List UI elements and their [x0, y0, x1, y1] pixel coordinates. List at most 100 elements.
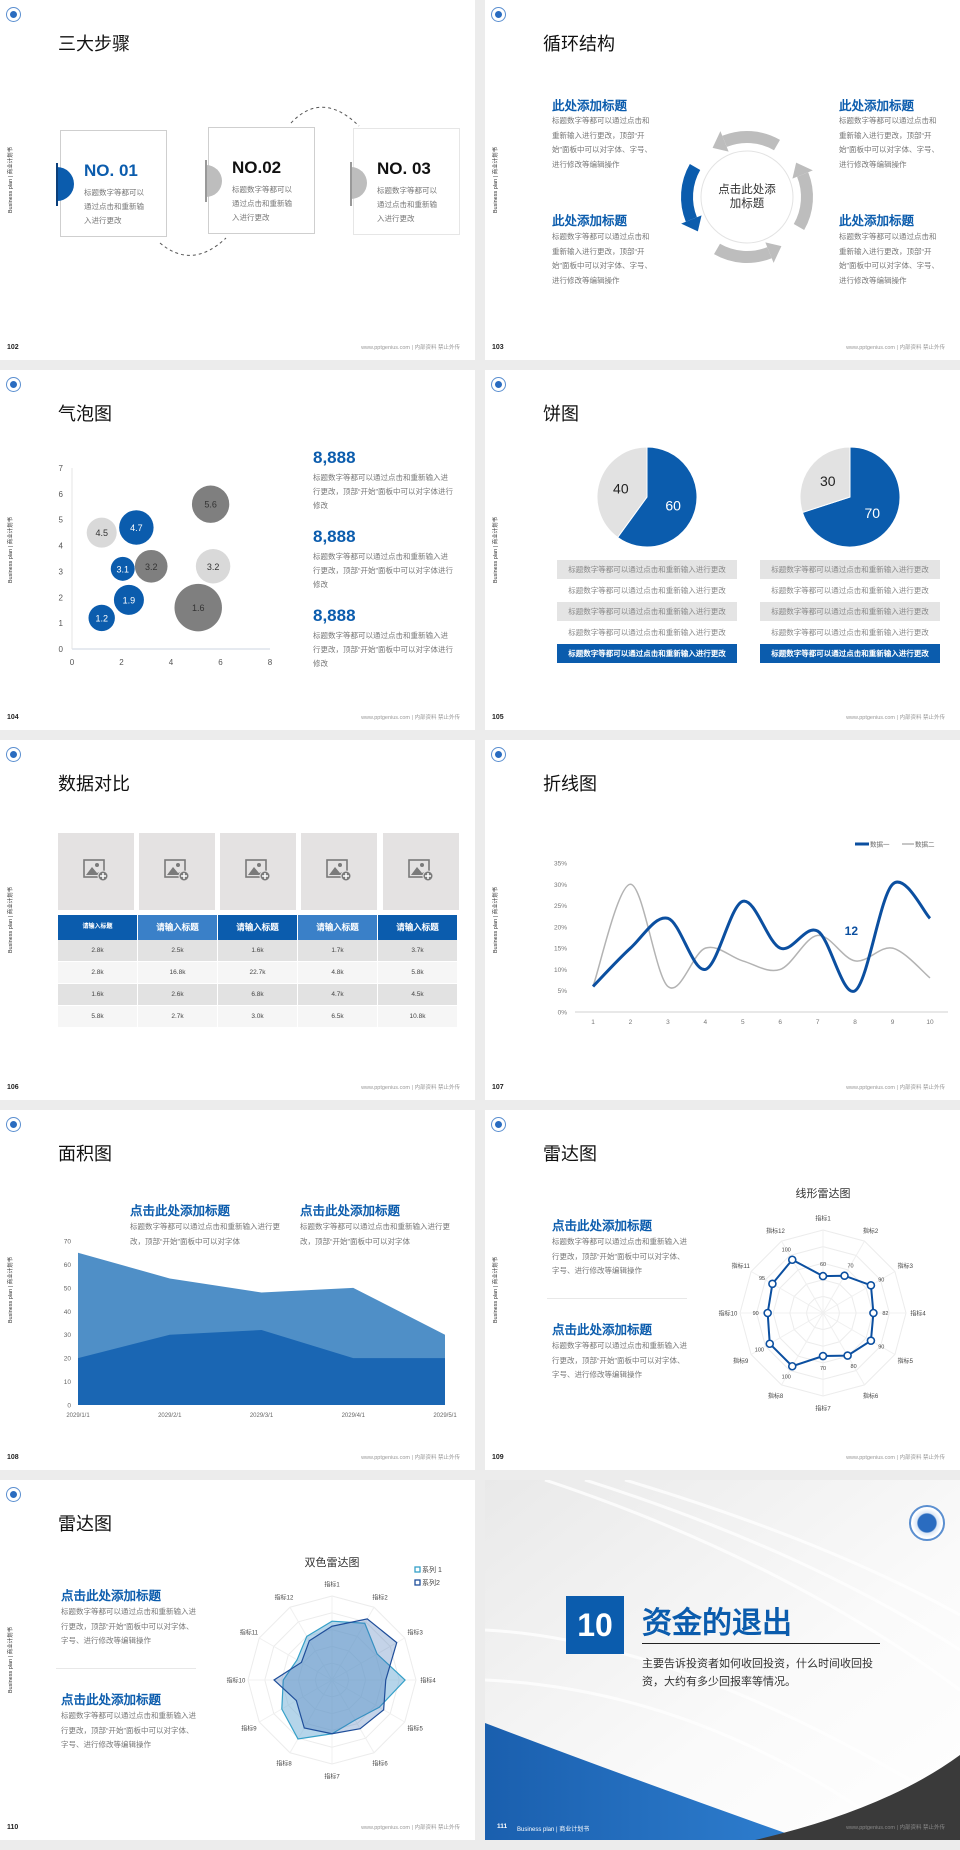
radar-axis-label: 指标8	[768, 1392, 784, 1400]
slide-111-section[interactable]: 10 资金的退出 主要告诉投资者如何收回投资，什么时间收回投资，大约有多少回报率…	[485, 1480, 960, 1840]
bubble	[191, 485, 230, 523]
pie-row: 标题数字等都可以通过点击和重新输入进行更改	[568, 628, 726, 637]
slide-102[interactable]: Business plan | 商业计划书 102 www.pptgenius.…	[0, 0, 475, 360]
step-number: NO. 01	[84, 161, 138, 180]
page-number: 110	[7, 1824, 19, 1831]
footer: www.pptgenius.com | 内部资料 禁止外传	[361, 1825, 460, 1831]
pie-charts: 60 40 70 30	[596, 446, 901, 548]
section-description: 主要告诉投资者如何收回投资，什么时间收回投资，大约有多少回报率等情况。	[642, 1658, 873, 1688]
page-number: 111	[497, 1823, 508, 1830]
bubble	[110, 556, 135, 581]
step-card: NO. 03 标题数字等都可以通过点击和重新输入进行更改	[353, 128, 460, 235]
area-series-1	[78, 1330, 445, 1405]
image-placeholder[interactable]	[383, 833, 459, 910]
dashed-arrow-icon	[290, 106, 360, 127]
section-title: 资金的退出	[642, 1607, 792, 1640]
block-heading: 点击此处添加标题	[552, 1219, 653, 1233]
y-tick-label: 10%	[554, 967, 567, 974]
slide-title: 面积图	[58, 1144, 112, 1164]
page-number: 103	[492, 344, 504, 351]
bubble-label: 4.5	[95, 528, 108, 538]
table-cell: 5.8k	[58, 1006, 138, 1028]
y-tick-label: 40	[64, 1309, 72, 1316]
y-tick-label: 7	[59, 464, 64, 473]
step-card: NO. 01 标题数字等都可以通过点击和重新输入进行更改	[60, 130, 167, 237]
slide-title: 三大步骤	[58, 34, 130, 54]
center-circle	[700, 150, 794, 244]
image-add-icon	[164, 859, 190, 882]
image-add-icon	[408, 859, 434, 882]
table-cell: 4.7k	[298, 984, 378, 1006]
slide-105[interactable]: Business plan | 商业计划书 105 www.pptgenius.…	[485, 370, 960, 730]
bubble	[119, 510, 154, 545]
block-text: 标题数字等都可以通过点击和重新输入进行更改，顶部“开始”面板中可以对字体、字号、…	[552, 1341, 687, 1379]
y-tick-label: 35%	[554, 861, 567, 868]
cycle-center-label: 点击此处添加标题	[718, 184, 776, 210]
y-tick-label: 30%	[554, 882, 567, 889]
image-placeholder[interactable]	[58, 833, 134, 910]
pie-row-highlight: 标题数字等都可以通过点击和重新输入进行更改	[760, 644, 940, 663]
table-cell: 1.6k	[218, 940, 298, 962]
bubble-label: 3.1	[116, 564, 129, 574]
block-heading: 点击此处添加标题	[130, 1204, 231, 1218]
slide-103[interactable]: Business plan | 商业计划书 103 www.pptgenius.…	[485, 0, 960, 360]
pie-slice	[596, 446, 648, 539]
radar-spoke	[822, 1312, 865, 1386]
radar-axis-label: 指标6	[372, 1760, 388, 1768]
block-heading: 此处添加标题	[552, 214, 628, 228]
footer: www.pptgenius.com | 内部资料 禁止外传	[361, 715, 460, 721]
slide-108[interactable]: Business plan | 商业计划书 108 www.pptgenius.…	[0, 1110, 475, 1470]
page-number: 106	[7, 1084, 19, 1091]
x-tick-label: 2029/2/1	[158, 1413, 182, 1419]
pie-label: 30	[820, 473, 836, 489]
series-line	[592, 883, 931, 989]
logo-icon	[6, 747, 21, 762]
image-placeholder[interactable]	[139, 833, 215, 910]
block-text: 标题数字等都可以通过点击和重新输入进行更改，顶部“开始”面板中可以对字体、字号、…	[839, 232, 939, 285]
logo-icon	[491, 377, 506, 392]
slide-title: 数据对比	[58, 774, 130, 794]
slide-106[interactable]: Business plan | 商业计划书 106 www.pptgenius.…	[0, 740, 475, 1100]
arrowhead-icon	[792, 162, 813, 179]
radar-axis-label: 指标2	[372, 1593, 388, 1601]
slide-109[interactable]: Business plan | 商业计划书 109 www.pptgenius.…	[485, 1110, 960, 1470]
y-tick-label: 25%	[554, 903, 567, 910]
slide-104[interactable]: Business plan | 商业计划书 104 www.pptgenius.…	[0, 370, 475, 730]
slide-110[interactable]: Business plan | 商业计划书 110 www.pptgenius.…	[0, 1480, 475, 1840]
page-number: 109	[492, 1454, 504, 1461]
radar-axis-label: 指标7	[324, 1773, 340, 1781]
radar-spoke	[781, 1312, 824, 1386]
radar-series-area	[273, 1618, 398, 1735]
radar-value-label: 82	[882, 1311, 888, 1317]
block-text: 标题数字等都可以通过点击和重新输入进行更改，顶部“开始”面板中可以对字体、字号、…	[61, 1607, 196, 1645]
x-tick-label: 4	[169, 658, 174, 667]
radar-axis-label: 指标11	[240, 1629, 259, 1637]
pie-row: 标题数字等都可以通过点击和重新输入进行更改	[557, 560, 737, 579]
radar-marker	[787, 1361, 797, 1371]
x-tick-label: 8	[853, 1019, 857, 1026]
step-text: 标题数字等都可以通过点击和重新输入进行更改	[232, 185, 292, 222]
area-chart: 0 10 20 30 40 50 60 70 2029/1/1 2029/2/1 2029/3/1 2…	[64, 1239, 458, 1420]
radar-marker	[768, 1279, 777, 1289]
image-placeholder[interactable]	[220, 833, 296, 910]
radar-value-label: 100	[782, 1247, 791, 1253]
image-placeholder[interactable]	[301, 833, 377, 910]
pie-slice	[801, 446, 901, 548]
radar-axis-label: 指标1	[324, 1581, 340, 1589]
x-tick-label: 7	[816, 1019, 820, 1026]
stat-value: 8,888	[313, 606, 356, 625]
legend-swatch	[414, 1566, 421, 1573]
slide-107[interactable]: Business plan | 商业计划书 107 www.pptgenius.…	[485, 740, 960, 1100]
cycle-diagram	[681, 131, 813, 263]
y-tick-label: 3	[59, 567, 64, 576]
slide-title: 雷达图	[543, 1144, 597, 1164]
radar-spoke	[781, 1240, 824, 1314]
bubble	[113, 584, 144, 615]
x-tick-label: 2029/1/1	[66, 1413, 90, 1419]
bubble	[134, 549, 168, 583]
logo-icon	[491, 7, 506, 22]
arrowhead-icon	[765, 242, 782, 263]
divider	[642, 1643, 880, 1644]
y-tick-label: 30	[64, 1332, 72, 1339]
